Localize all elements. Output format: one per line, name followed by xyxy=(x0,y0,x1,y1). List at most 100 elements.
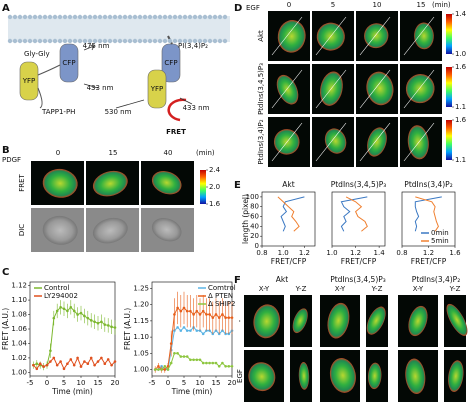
marker xyxy=(166,368,170,371)
lipid-head xyxy=(197,14,203,20)
time-label: 0 xyxy=(287,1,291,9)
marker xyxy=(173,352,176,355)
lipid-head xyxy=(92,14,98,20)
colorbar-label: 1.6 xyxy=(455,116,467,124)
colorbar-label: 1.4 xyxy=(455,10,467,18)
legend-label: 5min xyxy=(431,237,449,245)
series-line xyxy=(415,196,439,232)
x-tick-label: 20 xyxy=(111,379,120,387)
marker xyxy=(217,364,221,368)
marker xyxy=(166,364,170,368)
cell xyxy=(368,362,382,390)
y-tick-label: 80 xyxy=(250,203,259,211)
y-tick-label: 1.15 xyxy=(133,317,149,325)
marker xyxy=(35,367,39,371)
schematic-label: 530 nm xyxy=(105,108,132,116)
marker xyxy=(72,309,76,313)
schematic-label: Gly-Gly xyxy=(24,50,50,58)
marker xyxy=(192,358,195,362)
chart-title: Akt xyxy=(282,180,294,189)
lipid-head xyxy=(187,14,193,20)
marker xyxy=(45,363,49,367)
x-tick-label: 1.2 xyxy=(299,249,310,257)
profile-line xyxy=(271,69,303,109)
marker xyxy=(157,364,160,368)
lipid-head xyxy=(22,38,28,44)
lipid-head xyxy=(52,14,58,20)
cell xyxy=(366,306,386,335)
profile-line xyxy=(403,122,435,162)
y-tick-label: 1.00 xyxy=(133,366,149,374)
row-label: PtdIns(3,4,5)P₃ xyxy=(257,63,265,115)
lipid-head xyxy=(167,38,173,44)
legend-label: LY294002 xyxy=(44,292,78,300)
marker xyxy=(185,309,189,313)
lipid-head xyxy=(202,14,208,20)
lipid-head xyxy=(97,14,103,20)
lipid-head xyxy=(132,14,138,20)
series-line xyxy=(33,356,116,370)
colorbar-label: 1.6 xyxy=(455,63,467,71)
marker xyxy=(182,326,186,329)
profile-line xyxy=(315,16,347,56)
marker xyxy=(214,329,218,332)
marker xyxy=(66,362,69,366)
marker xyxy=(100,320,103,324)
marker xyxy=(113,360,117,363)
lipid-head xyxy=(112,38,118,44)
lipid-head xyxy=(152,38,158,44)
x-tick-label: 15 xyxy=(212,379,221,387)
time-label: 10 xyxy=(373,1,382,9)
schematic-label: 433 nm xyxy=(183,104,210,112)
series-line xyxy=(280,196,305,232)
marker xyxy=(69,358,73,361)
marker xyxy=(224,364,227,368)
marker xyxy=(208,361,211,365)
x-tick-label: 0.8 xyxy=(396,249,407,257)
marker xyxy=(106,358,110,361)
lipid-head xyxy=(167,14,173,20)
marker xyxy=(66,309,69,313)
cell xyxy=(298,362,310,390)
marker xyxy=(211,361,215,365)
marker xyxy=(185,355,189,358)
lipid-head xyxy=(117,14,123,20)
lipid-head xyxy=(87,38,93,44)
marker xyxy=(163,364,167,368)
cell xyxy=(366,71,394,106)
lipid-head xyxy=(142,14,148,20)
x-tick-label: 0.8 xyxy=(256,249,267,257)
marker xyxy=(179,355,183,358)
lipid-head xyxy=(207,38,213,44)
marker xyxy=(72,363,76,367)
lipid-head xyxy=(107,38,113,44)
cell xyxy=(408,305,428,337)
linker xyxy=(37,64,61,76)
lipid-head xyxy=(212,14,218,20)
marker xyxy=(221,361,224,365)
lipid-head xyxy=(192,38,198,44)
y-tick-label: 1.06 xyxy=(11,325,27,333)
lipid-head xyxy=(67,14,73,20)
x-tick-label: 5 xyxy=(62,379,66,387)
marker xyxy=(49,349,52,352)
x-axis-label: FRET/CFP xyxy=(411,257,447,266)
time-label: 5 xyxy=(331,1,335,9)
lipid-head xyxy=(122,14,128,20)
x-tick-label: 20 xyxy=(228,379,237,387)
marker xyxy=(113,326,117,329)
x-tick-label: 1.0 xyxy=(326,249,337,257)
marker xyxy=(189,329,192,332)
lipid-head xyxy=(112,14,118,20)
marker xyxy=(214,361,218,365)
marker xyxy=(221,313,224,316)
marker xyxy=(173,329,176,332)
lipid-head xyxy=(22,14,28,20)
cell xyxy=(414,22,434,50)
cell xyxy=(329,358,356,393)
marker xyxy=(83,360,86,363)
marker xyxy=(227,316,231,319)
y-tick-label: 1.10 xyxy=(11,296,27,304)
marker xyxy=(185,329,189,332)
marker xyxy=(38,362,42,366)
